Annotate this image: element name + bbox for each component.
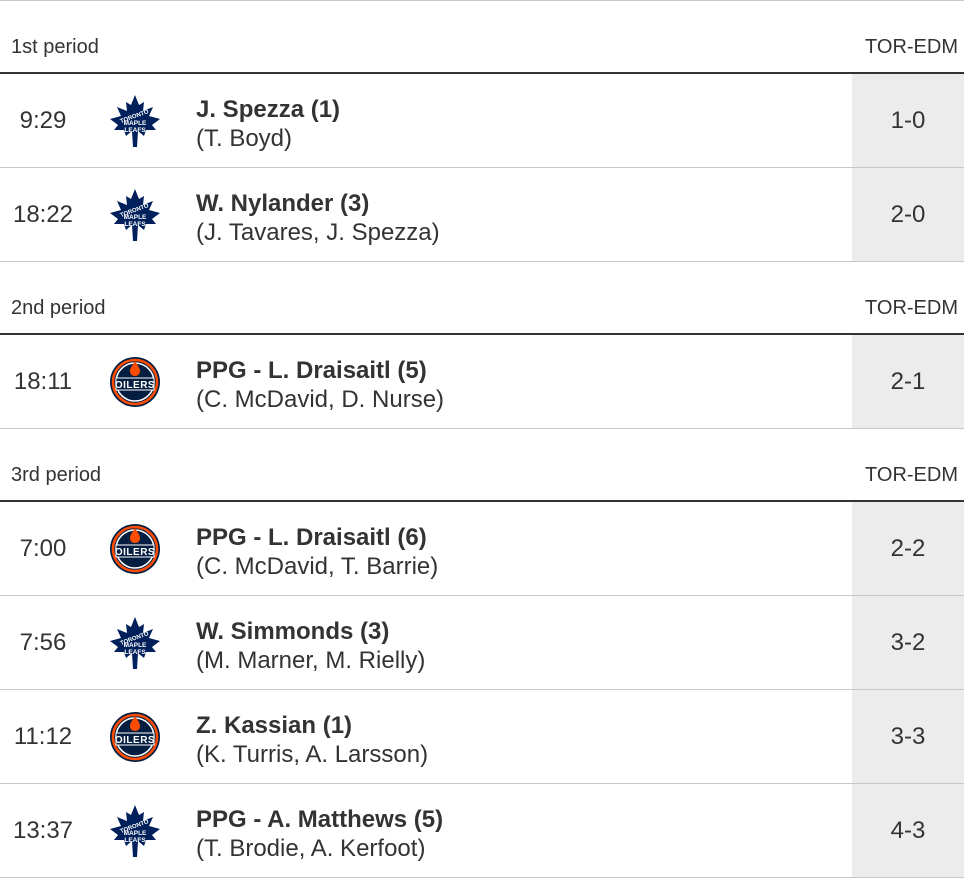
goal-assists: (T. Boyd) bbox=[196, 125, 293, 152]
goal-scorer: J. Spezza (1) bbox=[196, 96, 341, 123]
goal-info: W. Simmonds (3) (M. Marner, M. Rielly) bbox=[196, 618, 425, 676]
oilers-logo-icon: OILERS bbox=[108, 522, 162, 576]
goal-scorer: PPG - A. Matthews (5) bbox=[196, 806, 444, 833]
svg-text:LEAFS: LEAFS bbox=[124, 127, 146, 134]
goal-row: 11:12 OILERS Z. Kassian (1) (K. Turris, … bbox=[0, 690, 964, 784]
period-header: 1st period TOR-EDM bbox=[0, 1, 964, 74]
goal-assists: (J. Tavares, J. Spezza) bbox=[196, 219, 440, 246]
svg-text:OILERS: OILERS bbox=[115, 380, 155, 391]
goal-time: 9:29 bbox=[19, 106, 67, 134]
running-score: 2-1 bbox=[852, 335, 964, 428]
goal-scorer: Z. Kassian (1) bbox=[196, 712, 353, 739]
goal-info: J. Spezza (1) (T. Boyd) bbox=[196, 96, 340, 154]
svg-text:LEAFS: LEAFS bbox=[124, 837, 146, 844]
svg-text:MAPLE: MAPLE bbox=[124, 120, 147, 127]
goal-row: 9:29 TORONTO MAPLE LEAFS J. Spezza (1) (T.… bbox=[0, 74, 964, 168]
goal-scorer: W. Nylander (3) bbox=[196, 190, 370, 217]
goal-time: 18:22 bbox=[12, 200, 74, 228]
goal-row: 18:11 OILERS PPG - L. Draisaitl (5) (C. … bbox=[0, 335, 964, 429]
goal-assists: (T. Brodie, A. Kerfoot) bbox=[196, 835, 426, 862]
goal-time: 18:11 bbox=[13, 367, 73, 395]
top-divider bbox=[0, 0, 964, 1]
maple-leafs-logo-icon: TORONTO MAPLE LEAFS bbox=[108, 94, 162, 148]
svg-text:OILERS: OILERS bbox=[115, 735, 155, 746]
goal-info: Z. Kassian (1) (K. Turris, A. Larsson) bbox=[196, 712, 428, 770]
goal-info: PPG - A. Matthews (5) (T. Brodie, A. Ker… bbox=[196, 806, 443, 864]
period-label: 1st period bbox=[11, 36, 99, 58]
goal-time: 11:12 bbox=[13, 722, 73, 750]
goal-time: 7:00 bbox=[19, 534, 67, 562]
maple-leafs-logo-icon: TORONTO MAPLE LEAFS bbox=[108, 616, 162, 670]
goal-time: 13:37 bbox=[12, 816, 74, 844]
running-score: 3-2 bbox=[852, 596, 964, 689]
goal-time: 7:56 bbox=[19, 628, 67, 656]
score-column-header: TOR-EDM bbox=[865, 464, 958, 486]
svg-text:LEAFS: LEAFS bbox=[124, 649, 146, 656]
goal-scorer: W. Simmonds (3) bbox=[196, 618, 390, 645]
period-label: 3rd period bbox=[11, 464, 102, 486]
goal-info: PPG - L. Draisaitl (5) (C. McDavid, D. N… bbox=[196, 357, 444, 415]
running-score: 1-0 bbox=[852, 74, 964, 167]
svg-text:OILERS: OILERS bbox=[115, 547, 155, 558]
goal-row: 18:22 TORONTO MAPLE LEAFS W. Nylander (3) … bbox=[0, 168, 964, 262]
score-column-header: TOR-EDM bbox=[865, 297, 958, 319]
svg-text:MAPLE: MAPLE bbox=[124, 830, 147, 837]
goal-row: 13:37 TORONTO MAPLE LEAFS PPG - A. Matthew… bbox=[0, 784, 964, 878]
goal-row: 7:00 OILERS PPG - L. Draisaitl (6) (C. M… bbox=[0, 502, 964, 596]
goal-assists: (C. McDavid, D. Nurse) bbox=[196, 386, 445, 413]
goal-assists: (K. Turris, A. Larsson) bbox=[196, 741, 429, 768]
period-label: 2nd period bbox=[11, 297, 106, 319]
score-column-header: TOR-EDM bbox=[865, 36, 958, 58]
goal-info: PPG - L. Draisaitl (6) (C. McDavid, T. B… bbox=[196, 524, 438, 582]
svg-text:MAPLE: MAPLE bbox=[124, 642, 147, 649]
maple-leafs-logo-icon: TORONTO MAPLE LEAFS bbox=[108, 804, 162, 858]
maple-leafs-logo-icon: TORONTO MAPLE LEAFS bbox=[108, 188, 162, 242]
running-score: 3-3 bbox=[852, 690, 964, 783]
svg-text:MAPLE: MAPLE bbox=[124, 214, 147, 221]
goal-row: 7:56 TORONTO MAPLE LEAFS W. Simmonds (3) (… bbox=[0, 596, 964, 690]
oilers-logo-icon: OILERS bbox=[108, 710, 162, 764]
oilers-logo-icon: OILERS bbox=[108, 355, 162, 409]
goal-assists: (C. McDavid, T. Barrie) bbox=[196, 553, 439, 580]
svg-text:LEAFS: LEAFS bbox=[124, 221, 146, 228]
goal-scorer: PPG - L. Draisaitl (5) bbox=[196, 357, 427, 384]
running-score: 4-3 bbox=[852, 784, 964, 877]
goal-info: W. Nylander (3) (J. Tavares, J. Spezza) bbox=[196, 190, 440, 248]
goal-assists: (M. Marner, M. Rielly) bbox=[196, 647, 426, 674]
running-score: 2-2 bbox=[852, 502, 964, 595]
running-score: 2-0 bbox=[852, 168, 964, 261]
period-header: 3rd period TOR-EDM bbox=[0, 429, 964, 502]
goal-scorer: PPG - L. Draisaitl (6) bbox=[196, 524, 427, 551]
period-header: 2nd period TOR-EDM bbox=[0, 262, 964, 335]
